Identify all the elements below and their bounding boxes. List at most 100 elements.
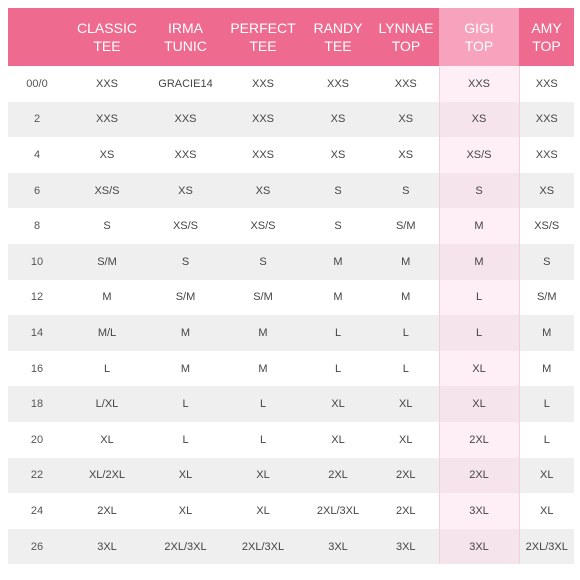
- size-cell: 26: [8, 528, 66, 565]
- table-cell: 3XL: [66, 528, 148, 565]
- table-cell: XXS: [223, 101, 303, 138]
- table-cell: M: [438, 243, 520, 280]
- table-cell: 2XL/3XL: [148, 528, 223, 565]
- column-header-irma-tunic: IRMA TUNIC: [148, 8, 223, 66]
- table-cell: 3XL: [438, 493, 520, 529]
- table-row: 8 S XS/S XS/S S S/M M XS/S: [8, 208, 574, 244]
- table-cell: S/M: [148, 279, 223, 316]
- table-cell: L: [438, 315, 520, 351]
- size-cell: 10: [8, 243, 66, 280]
- column-header-line1: IRMA: [168, 20, 203, 36]
- table-cell: XS: [303, 101, 373, 138]
- table-row: 26 3XL 2XL/3XL 2XL/3XL 3XL 3XL 3XL 2XL/3XL: [8, 528, 574, 565]
- table-cell: L: [373, 350, 439, 387]
- table-cell: XL: [303, 421, 373, 458]
- table-cell: 3XL: [373, 528, 439, 565]
- table-cell: M: [373, 279, 439, 316]
- table-cell: XXS: [519, 66, 574, 102]
- table-row: 12 M S/M S/M M M L S/M: [8, 279, 574, 316]
- column-header-classic-tee: CLASSIC TEE: [66, 8, 148, 66]
- table-cell: XL: [438, 350, 520, 387]
- table-cell: XS: [223, 172, 303, 209]
- table-cell: L: [373, 315, 439, 351]
- column-header-lynnae-top: LYNNAE TOP: [373, 8, 439, 66]
- table-cell: XS/S: [438, 137, 520, 173]
- table-row: 24 2XL XL XL 2XL/3XL 2XL 3XL XL: [8, 493, 574, 529]
- table-cell: XL: [66, 421, 148, 458]
- table-cell: M: [303, 279, 373, 316]
- table-cell: L: [148, 421, 223, 458]
- table-cell: L: [519, 386, 574, 422]
- size-cell: 16: [8, 350, 66, 387]
- column-header-line2: TUNIC: [164, 38, 207, 54]
- table-row: 20 XL L L XL XL 2XL L: [8, 421, 574, 458]
- table-cell: XL: [148, 493, 223, 529]
- column-header-line1: RANDY: [313, 20, 363, 36]
- table-cell: M/L: [66, 315, 148, 351]
- column-header-randy-tee: RANDY TEE: [303, 8, 373, 66]
- table-cell: XL: [438, 386, 520, 422]
- table-body: 00/0 XXS GRACIE14 XXS XXS XXS XXS XXS 2 XXS XXS XXS…: [8, 66, 574, 565]
- table-cell: M: [519, 350, 574, 387]
- table-cell: 2XL: [373, 493, 439, 529]
- size-comparison-table: CLASSIC TEE IRMA TUNIC PERFECT TEE RANDY TEE LYN…: [8, 8, 574, 565]
- table-cell: XL: [223, 493, 303, 529]
- table-cell: XXS: [373, 66, 439, 102]
- table-cell: XS: [373, 101, 439, 138]
- table-cell: S: [373, 172, 439, 209]
- table-cell: M: [438, 208, 520, 244]
- size-cell: 8: [8, 208, 66, 244]
- table-cell: 2XL: [303, 457, 373, 494]
- table-cell: S: [66, 208, 148, 244]
- size-cell: 00/0: [8, 66, 66, 102]
- table-cell: XXS: [303, 66, 373, 102]
- column-header-line2: TEE: [249, 38, 277, 54]
- table-cell: XXS: [223, 137, 303, 173]
- table-cell: XXS: [223, 66, 303, 102]
- table-cell: S: [303, 172, 373, 209]
- table-cell: 2XL: [438, 457, 520, 494]
- table-cell: XL: [373, 386, 439, 422]
- table-row: 00/0 XXS GRACIE14 XXS XXS XXS XXS XXS: [8, 66, 574, 102]
- column-header-line1: PERFECT: [230, 20, 296, 36]
- table-cell: M: [223, 315, 303, 351]
- table-cell: L: [223, 386, 303, 422]
- table-cell: XL/2XL: [66, 457, 148, 494]
- table-cell: XL: [519, 457, 574, 494]
- column-header-line2: TEE: [93, 38, 121, 54]
- table-cell: 2XL: [66, 493, 148, 529]
- table-row: 18 L/XL L L XL XL XL L: [8, 386, 574, 422]
- table-cell: M: [148, 315, 223, 351]
- table-cell: 2XL/3XL: [303, 493, 373, 529]
- column-header-line2: TOP: [532, 38, 561, 54]
- table-cell: M: [223, 350, 303, 387]
- table-row: 2 XXS XXS XXS XS XS XS XXS: [8, 101, 574, 138]
- table-cell: 3XL: [303, 528, 373, 565]
- table-cell: XS/S: [519, 208, 574, 244]
- table-cell: GRACIE14: [148, 66, 223, 102]
- table-cell: 2XL/3XL: [519, 528, 574, 565]
- table-row: 10 S/M S S M M M S: [8, 243, 574, 280]
- column-header-line1: LYNNAE: [378, 20, 434, 36]
- table-row: 14 M/L M M L L L M: [8, 315, 574, 351]
- table-cell: M: [148, 350, 223, 387]
- table-cell: S: [148, 243, 223, 280]
- table-cell: XS: [438, 101, 520, 138]
- table-cell: M: [519, 315, 574, 351]
- table-cell: L: [223, 421, 303, 458]
- table-cell: XL: [303, 386, 373, 422]
- table-cell: L: [66, 350, 148, 387]
- column-header-line1: CLASSIC: [77, 20, 137, 36]
- table-row: 4 XS XXS XXS XS XS XS/S XXS: [8, 137, 574, 173]
- table-cell: S: [223, 243, 303, 280]
- table-row: 16 L M M L L XL M: [8, 350, 574, 387]
- table-row: 6 XS/S XS XS S S S XS: [8, 172, 574, 209]
- column-header-line1: GIGI: [464, 20, 494, 36]
- size-cell: 22: [8, 457, 66, 494]
- table-cell: L/XL: [66, 386, 148, 422]
- table-cell: XL: [223, 457, 303, 494]
- size-cell: 18: [8, 386, 66, 422]
- table-cell: XS: [373, 137, 439, 173]
- table-cell: L: [519, 421, 574, 458]
